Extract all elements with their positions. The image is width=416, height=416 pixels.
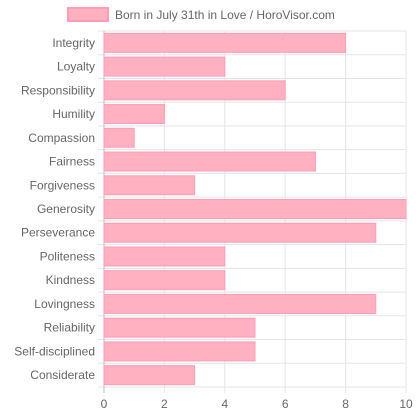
bar-kindness [103, 270, 226, 291]
x-tick-label: 6 [282, 397, 289, 411]
category-label: Perseverance [21, 226, 95, 240]
bar-perseverance [103, 222, 377, 243]
category-label: Considerate [30, 368, 95, 382]
bar-politeness [103, 246, 226, 267]
x-axis-ticks: 0 2 4 6 8 10 [101, 397, 413, 411]
category-labels: Integrity Loyalty Responsibility Humility Co… [14, 36, 95, 382]
x-tick-label: 10 [399, 397, 413, 411]
legend-label: Born in July 31th in Love / HoroVisor.co… [115, 8, 335, 22]
category-label: Compassion [28, 131, 95, 145]
category-label: Responsibility [21, 83, 95, 97]
x-tick-label: 0 [101, 397, 108, 411]
category-label: Politeness [40, 249, 95, 263]
x-tick-label: 4 [221, 397, 228, 411]
bar-humility [103, 104, 165, 125]
bar-forgiveness [103, 175, 196, 196]
category-label: Self-disciplined [14, 344, 95, 358]
legend: Born in July 31th in Love / HoroVisor.co… [67, 7, 335, 22]
category-label: Integrity [52, 36, 95, 50]
bar-integrity [103, 32, 347, 53]
bar-responsibility [103, 80, 286, 101]
bar-compassion [103, 127, 135, 148]
bar-generosity [103, 199, 407, 219]
bars [103, 32, 407, 386]
x-tick-label: 2 [161, 397, 168, 411]
bar-reliability [103, 317, 256, 338]
category-label: Lovingness [34, 297, 95, 311]
category-label: Fairness [49, 155, 95, 169]
bar-fairness [103, 151, 316, 172]
bar-lovingness [103, 293, 377, 314]
category-label: Generosity [37, 202, 95, 216]
category-label: Reliability [44, 321, 95, 335]
category-label: Kindness [46, 273, 95, 287]
category-label: Loyalty [57, 60, 95, 74]
bar-considerate [103, 365, 196, 386]
bar-loyalty [103, 56, 226, 77]
x-tick-label: 8 [342, 397, 349, 411]
category-label: Humility [52, 107, 95, 121]
category-label: Forgiveness [30, 178, 95, 192]
legend-swatch [67, 7, 109, 22]
bar-self-disciplined [103, 341, 256, 362]
